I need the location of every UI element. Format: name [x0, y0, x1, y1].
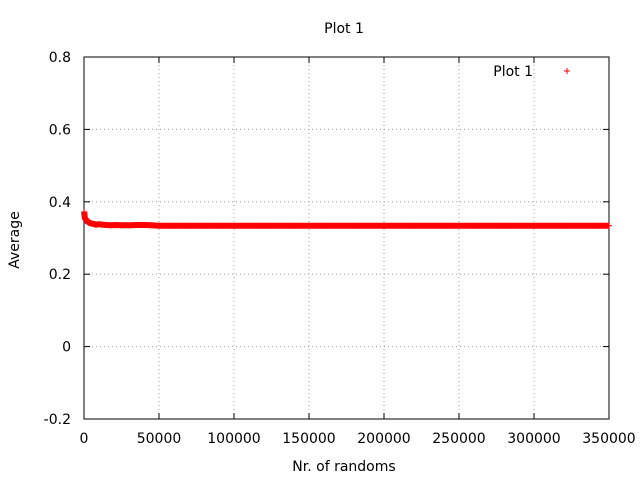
plot-frame — [83, 56, 610, 420]
data-point — [141, 221, 147, 228]
data-point — [606, 222, 612, 229]
data-point — [351, 222, 357, 229]
y-tick-label: 0 — [62, 340, 71, 356]
chart-title: Plot 1 — [324, 21, 364, 37]
data-point — [133, 221, 140, 228]
x-tick-labels: 0 50000 100000 150000 200000 250000 300000 3500… — [80, 431, 636, 447]
data-point — [186, 222, 192, 229]
data-point — [381, 222, 387, 229]
x-tick-label: 0 — [80, 431, 89, 447]
grid — [84, 57, 609, 419]
x-tick-label: 250000 — [432, 431, 485, 447]
y-tick-label: 0.8 — [49, 50, 71, 66]
x-tick-label: 150000 — [282, 431, 335, 447]
data-point — [411, 222, 417, 229]
legend-label: Plot 1 — [493, 64, 533, 80]
axis-ticks — [83, 56, 610, 420]
data-point — [201, 222, 207, 229]
y-tick-label: 0.6 — [49, 122, 71, 138]
data-point — [501, 222, 507, 229]
x-tick-label: 100000 — [207, 431, 260, 447]
legend: Plot 1 — [493, 64, 570, 80]
series-plot-1 — [81, 208, 612, 229]
legend-marker — [564, 68, 570, 74]
y-tick-label: 0.2 — [49, 267, 71, 283]
series-band — [81, 211, 609, 229]
y-axis-title: Average — [7, 211, 23, 269]
data-point — [291, 222, 297, 229]
x-tick-label: 350000 — [582, 431, 635, 447]
data-point — [441, 222, 447, 229]
data-point — [471, 222, 477, 229]
data-point — [591, 222, 597, 229]
data-point — [156, 222, 162, 229]
data-point — [148, 222, 155, 229]
x-tick-label: 300000 — [507, 431, 560, 447]
data-point — [531, 222, 537, 229]
data-point — [321, 222, 327, 229]
x-tick-label: 200000 — [357, 431, 410, 447]
data-point — [111, 221, 117, 228]
y-tick-label: -0.2 — [44, 412, 71, 428]
legend-marker-plus — [564, 68, 570, 74]
data-point — [126, 222, 132, 229]
data-point — [171, 222, 177, 229]
y-tick-labels: -0.2 0 0.2 0.4 0.6 0.8 — [44, 50, 71, 428]
data-point — [118, 222, 125, 229]
data-point — [231, 222, 237, 229]
y-tick-label: 0.4 — [49, 195, 71, 211]
x-tick-label: 50000 — [137, 431, 182, 447]
x-axis-title: Nr. of randoms — [292, 459, 395, 475]
data-point — [216, 222, 222, 229]
data-point — [561, 222, 567, 229]
data-point — [261, 222, 267, 229]
